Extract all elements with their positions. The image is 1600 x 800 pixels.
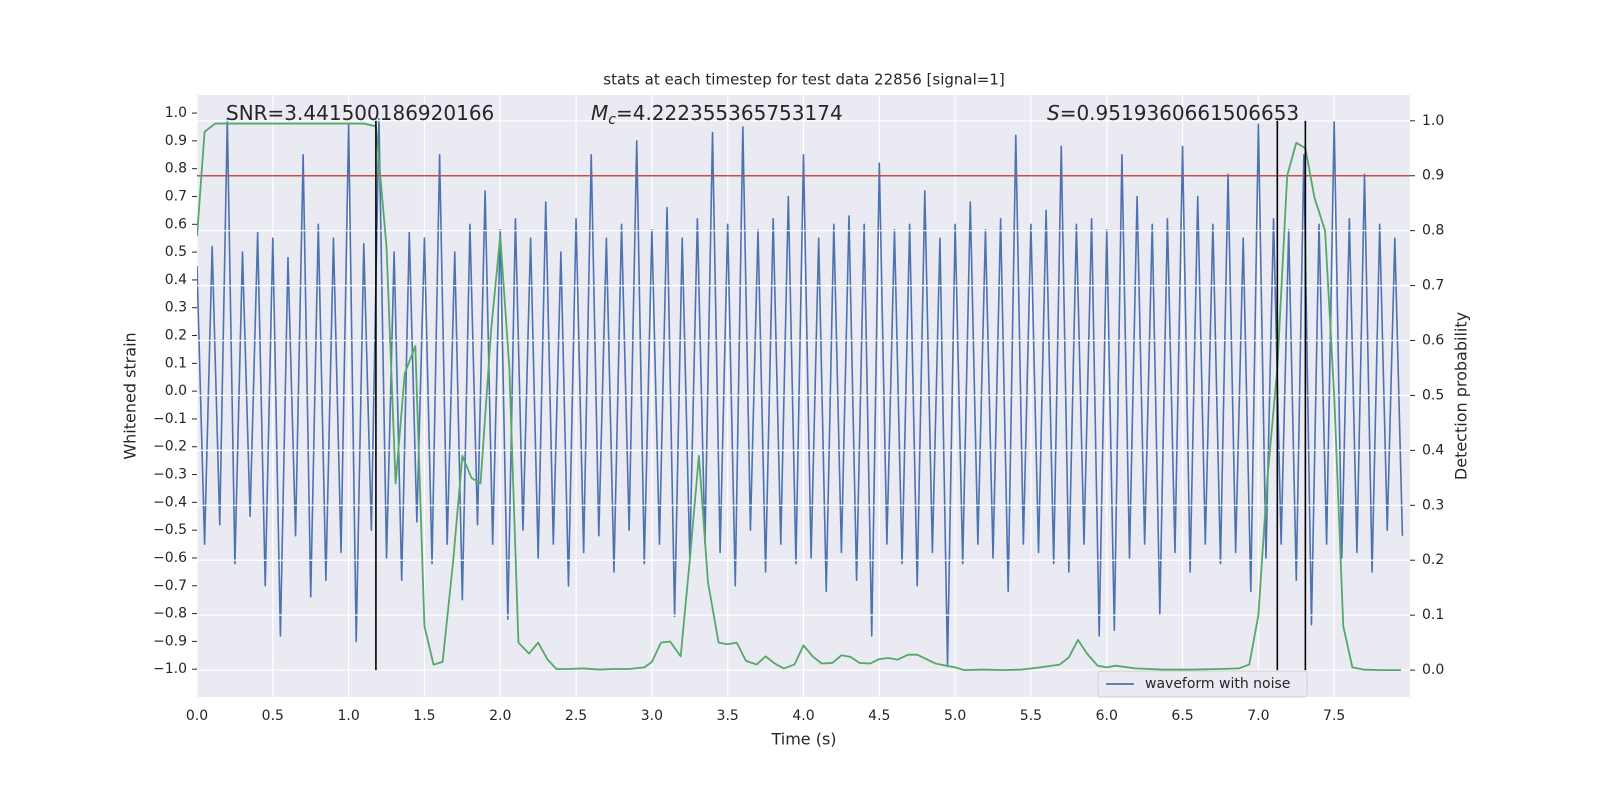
y-tick-label: 0.9 <box>165 133 187 149</box>
x-tick-label: 7.5 <box>1323 708 1345 724</box>
y2-tick-label: 0.8 <box>1422 223 1444 239</box>
y2-tick-label: 0.0 <box>1422 662 1444 678</box>
annotation: SNR=3.441500186920166 <box>226 101 494 125</box>
x-tick-label: 3.5 <box>717 708 739 724</box>
x-tick-label: 3.0 <box>641 708 663 724</box>
y-tick-label: −0.4 <box>153 494 187 510</box>
y-tick-label: 0.2 <box>165 328 187 344</box>
annotation-text: =0.9519360661506653 <box>1060 101 1299 125</box>
x-tick-label: 5.0 <box>944 708 966 724</box>
y-tick-label: 1.0 <box>165 105 187 121</box>
y-tick-label: 0.3 <box>165 300 187 316</box>
x-tick-label: 6.5 <box>1171 708 1193 724</box>
y2-tick-label: 0.6 <box>1422 333 1444 349</box>
y-tick-label: 0.1 <box>165 355 187 371</box>
y-tick-label: −0.5 <box>153 522 187 538</box>
x-tick-label: 6.0 <box>1096 708 1118 724</box>
x-tick-label: 1.0 <box>337 708 359 724</box>
y-tick-label: −0.9 <box>153 633 187 649</box>
legend-label: waveform with noise <box>1145 676 1290 692</box>
x-tick-label: 5.5 <box>1020 708 1042 724</box>
y2-tick-label: 0.9 <box>1422 168 1444 184</box>
data-line <box>197 122 1401 671</box>
annotation: S=0.9519360661506653 <box>1047 101 1299 125</box>
x-tick-label: 4.5 <box>868 708 890 724</box>
x-tick-label: 2.0 <box>489 708 511 724</box>
annotation-symbol: S <box>1047 101 1060 125</box>
chart-title: stats at each timestep for test data 228… <box>603 71 1004 89</box>
x-tick-label: 7.0 <box>1247 708 1269 724</box>
x-tick-label: 1.5 <box>413 708 435 724</box>
y2-tick-label: 1.0 <box>1422 113 1444 129</box>
y-tick-label: 0.5 <box>165 244 187 260</box>
y2-tick-label: 0.5 <box>1422 387 1444 403</box>
y2-tick-label: 0.4 <box>1422 442 1444 458</box>
annotation-symbol: M <box>591 101 608 125</box>
data-line <box>197 117 1404 668</box>
y-tick-label: −0.2 <box>153 439 187 455</box>
y2-tick-label: 0.3 <box>1422 497 1444 513</box>
y-tick-label: 0.7 <box>165 188 187 204</box>
x-tick-label: 0.5 <box>262 708 284 724</box>
annotation: Mc=4.222355365753174 <box>591 101 843 129</box>
y-tick-label: 0.6 <box>165 216 187 232</box>
y-tick-label: −1.0 <box>153 661 187 677</box>
x-axis-label: Time (s) <box>770 730 836 749</box>
y-tick-label: 0.8 <box>165 161 187 177</box>
y-axis-label: Whitened strain <box>121 332 140 459</box>
y-tick-label: −0.3 <box>153 467 187 483</box>
x-tick-label: 0.0 <box>186 708 208 724</box>
y-tick-label: −0.8 <box>153 606 187 622</box>
legend-box <box>1097 670 1308 698</box>
y-tick-label: 0.0 <box>165 383 187 399</box>
y2-tick-label: 0.2 <box>1422 552 1444 568</box>
x-tick-label: 4.0 <box>792 708 814 724</box>
annotation-text: SNR=3.441500186920166 <box>226 101 494 125</box>
y-tick-label: 0.4 <box>165 272 187 288</box>
annotation-subscript: c <box>608 112 616 128</box>
y2-tick-label: 0.7 <box>1422 278 1444 294</box>
x-tick-label: 2.5 <box>565 708 587 724</box>
y2-axis-label: Detection probability <box>1452 312 1471 480</box>
y-tick-label: −0.1 <box>153 411 187 427</box>
annotation-text: =4.222355365753174 <box>616 101 843 125</box>
y-tick-label: −0.7 <box>153 578 187 594</box>
y2-tick-label: 0.1 <box>1422 607 1444 623</box>
y-tick-label: −0.6 <box>153 550 187 566</box>
